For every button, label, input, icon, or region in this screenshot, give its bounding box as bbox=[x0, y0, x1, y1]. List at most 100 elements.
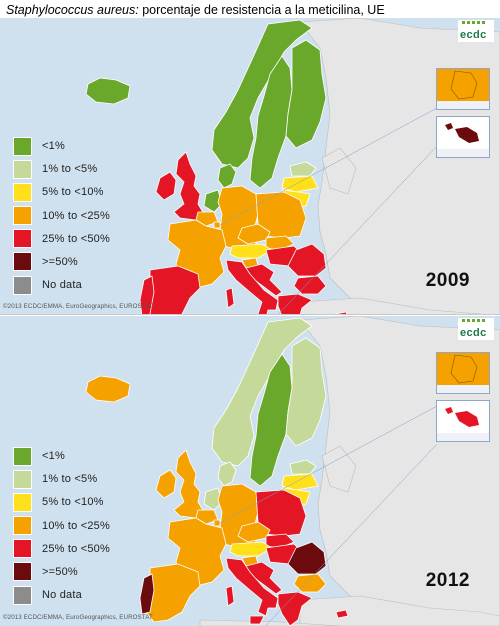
malta-leader-line bbox=[265, 443, 438, 626]
country-italy[interactable] bbox=[225, 259, 279, 314]
legend-swatch bbox=[13, 136, 32, 156]
legend-swatch bbox=[13, 182, 32, 202]
country-belgium[interactable] bbox=[195, 211, 219, 227]
legend-label: <1% bbox=[42, 140, 65, 152]
legend-label: >=50% bbox=[42, 565, 78, 578]
country-netherlands[interactable] bbox=[203, 487, 223, 511]
legend-item: No data bbox=[13, 275, 110, 295]
luxembourg-inset-map bbox=[437, 353, 489, 385]
year-label: 2012 bbox=[425, 570, 470, 591]
country-luxembourg[interactable] bbox=[213, 221, 221, 229]
country-belgium[interactable] bbox=[195, 509, 219, 525]
malta-leader-line bbox=[278, 145, 438, 314]
legend-swatch bbox=[13, 585, 32, 605]
country-norway[interactable] bbox=[211, 317, 313, 467]
malta-inset-map bbox=[437, 401, 489, 433]
legend-item: 25% to <50% bbox=[13, 539, 110, 559]
country-latvia[interactable] bbox=[281, 473, 319, 491]
legend-label: No data bbox=[42, 589, 82, 602]
luxembourg-inset-map bbox=[437, 69, 489, 101]
legend-item: No data bbox=[13, 585, 110, 605]
country-ireland[interactable] bbox=[155, 171, 177, 201]
country-portugal[interactable] bbox=[139, 573, 155, 615]
legend-swatch bbox=[13, 206, 32, 226]
ecdc-logo-text: ecdc bbox=[460, 29, 487, 41]
luxembourg-inset: Luxembourg bbox=[436, 68, 490, 110]
map-title: Staphylococcus aureus: porcentaje de res… bbox=[6, 2, 446, 18]
map-panel-2012: ecdc Luxembourg Malta <1% 1% to <5% 5% to <10… bbox=[0, 316, 500, 626]
legend-label: 5% to <10% bbox=[42, 496, 104, 509]
ecdc-logo-text: ecdc bbox=[460, 327, 487, 339]
legend-swatch bbox=[13, 539, 32, 559]
legend-label: 10% to <25% bbox=[42, 519, 110, 532]
country-sweden[interactable] bbox=[249, 353, 293, 487]
country-romania[interactable] bbox=[287, 243, 327, 277]
country-latvia[interactable] bbox=[281, 175, 319, 193]
legend-swatch bbox=[13, 469, 32, 489]
country-estonia[interactable] bbox=[289, 459, 317, 475]
legend-swatch bbox=[13, 516, 32, 536]
malta-inset: Malta bbox=[436, 400, 490, 442]
country-luxembourg[interactable] bbox=[213, 519, 221, 527]
countries bbox=[85, 19, 348, 314]
country-italy[interactable] bbox=[225, 557, 279, 617]
copyright: ©2013 ECDC/EMMA, EuroGeographics, EUROST… bbox=[3, 303, 153, 310]
non-eu-land bbox=[299, 595, 500, 626]
country-finland[interactable] bbox=[285, 337, 327, 447]
country-sardinia[interactable] bbox=[225, 287, 235, 309]
legend-item: 10% to <25% bbox=[13, 206, 110, 226]
country-ireland[interactable] bbox=[155, 469, 177, 499]
country-sicily[interactable] bbox=[249, 615, 265, 625]
luxembourg-inset: Luxembourg bbox=[436, 352, 490, 394]
country-cyprus[interactable] bbox=[335, 609, 349, 619]
legend-swatch bbox=[13, 159, 32, 179]
legend-label: 25% to <50% bbox=[42, 232, 110, 245]
legend-swatch bbox=[13, 229, 32, 249]
legend-label: <1% bbox=[42, 450, 65, 462]
copyright: ©2013 ECDC/EMMA, EuroGeographics, EUROST… bbox=[3, 614, 153, 621]
country-denmark[interactable] bbox=[217, 461, 237, 487]
country-iceland[interactable] bbox=[85, 375, 131, 403]
year-label: 2009 bbox=[425, 270, 470, 291]
country-greece[interactable] bbox=[277, 591, 313, 626]
ecdc-logo: ecdc bbox=[458, 318, 494, 340]
ecdc-logo: ecdc bbox=[458, 20, 494, 42]
country-cyprus[interactable] bbox=[335, 311, 348, 314]
country-austria[interactable] bbox=[229, 243, 273, 259]
country-greece[interactable] bbox=[277, 293, 313, 314]
legend-label: 1% to <5% bbox=[42, 473, 98, 486]
legend-swatch bbox=[13, 446, 32, 466]
legend-item: >=50% bbox=[13, 252, 110, 272]
non-eu-land bbox=[321, 147, 357, 195]
legend-swatch bbox=[13, 562, 32, 582]
country-iceland[interactable] bbox=[85, 77, 131, 105]
legend-item: 10% to <25% bbox=[13, 516, 110, 536]
legend-swatch bbox=[13, 252, 32, 272]
country-portugal[interactable] bbox=[139, 275, 155, 314]
non-eu-land bbox=[321, 445, 357, 493]
country-romania[interactable] bbox=[287, 541, 327, 575]
legend-label: >=50% bbox=[42, 255, 78, 268]
country-austria[interactable] bbox=[229, 541, 273, 557]
country-sardinia[interactable] bbox=[225, 585, 235, 607]
legend-item: 25% to <50% bbox=[13, 229, 110, 249]
legend-swatch bbox=[13, 492, 32, 512]
country-denmark[interactable] bbox=[217, 163, 237, 189]
legend-item: 1% to <5% bbox=[13, 159, 110, 179]
non-eu-land bbox=[299, 297, 482, 314]
legend-item: 5% to <10% bbox=[13, 492, 110, 512]
map-svg bbox=[0, 316, 500, 626]
malta-inset: Malta bbox=[436, 116, 490, 158]
country-sweden[interactable] bbox=[249, 55, 293, 189]
map-title-rest: porcentaje de resistencia a la meticilin… bbox=[138, 3, 385, 17]
country-estonia[interactable] bbox=[289, 161, 317, 177]
legend-item: <1% bbox=[13, 446, 110, 466]
map-svg bbox=[0, 18, 500, 314]
legend-label: 25% to <50% bbox=[42, 542, 110, 555]
country-finland[interactable] bbox=[285, 39, 327, 149]
country-norway[interactable] bbox=[211, 19, 313, 169]
legend-label: No data bbox=[42, 279, 82, 292]
country-netherlands[interactable] bbox=[203, 189, 223, 213]
legend-swatch bbox=[13, 275, 32, 295]
map-panel-2009: ecdc Luxembourg Malta <1% 1% to <5% 5% to <10… bbox=[0, 18, 500, 315]
